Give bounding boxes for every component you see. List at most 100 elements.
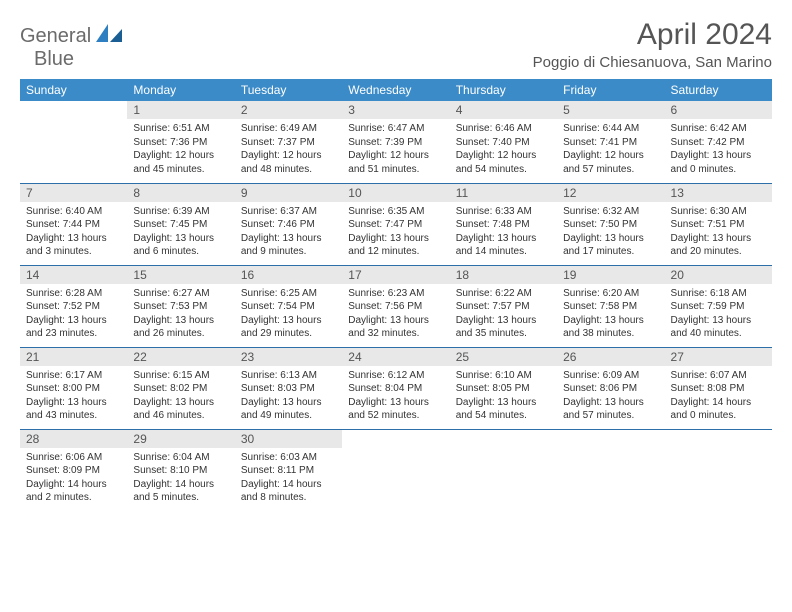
day-content: Sunrise: 6:47 AMSunset: 7:39 PMDaylight:…: [342, 119, 449, 178]
calendar-cell: 16Sunrise: 6:25 AMSunset: 7:54 PMDayligh…: [235, 265, 342, 347]
calendar-week-row: 1Sunrise: 6:51 AMSunset: 7:36 PMDaylight…: [20, 101, 772, 183]
title-block: April 2024 Poggio di Chiesanuova, San Ma…: [533, 18, 772, 71]
calendar-cell: 3Sunrise: 6:47 AMSunset: 7:39 PMDaylight…: [342, 101, 449, 183]
calendar-cell: 26Sunrise: 6:09 AMSunset: 8:06 PMDayligh…: [557, 347, 664, 429]
calendar-cell: 27Sunrise: 6:07 AMSunset: 8:08 PMDayligh…: [665, 347, 772, 429]
calendar-cell: [557, 429, 664, 511]
calendar-page: General Blue April 2024 Poggio di Chiesa…: [0, 0, 792, 529]
calendar-cell: 19Sunrise: 6:20 AMSunset: 7:58 PMDayligh…: [557, 265, 664, 347]
day-content: Sunrise: 6:07 AMSunset: 8:08 PMDaylight:…: [665, 366, 772, 425]
calendar-cell: 29Sunrise: 6:04 AMSunset: 8:10 PMDayligh…: [127, 429, 234, 511]
logo-line2: Blue: [34, 48, 74, 70]
calendar-cell: 7Sunrise: 6:40 AMSunset: 7:44 PMDaylight…: [20, 183, 127, 265]
calendar-cell: 8Sunrise: 6:39 AMSunset: 7:45 PMDaylight…: [127, 183, 234, 265]
day-number: 7: [20, 184, 127, 202]
calendar-cell: 22Sunrise: 6:15 AMSunset: 8:02 PMDayligh…: [127, 347, 234, 429]
calendar-cell: 18Sunrise: 6:22 AMSunset: 7:57 PMDayligh…: [450, 265, 557, 347]
day-header: Tuesday: [235, 79, 342, 101]
calendar-cell: 23Sunrise: 6:13 AMSunset: 8:03 PMDayligh…: [235, 347, 342, 429]
day-number: 9: [235, 184, 342, 202]
day-content: Sunrise: 6:12 AMSunset: 8:04 PMDaylight:…: [342, 366, 449, 425]
day-number: 14: [20, 266, 127, 284]
day-content: Sunrise: 6:13 AMSunset: 8:03 PMDaylight:…: [235, 366, 342, 425]
day-number: 16: [235, 266, 342, 284]
calendar-cell: [450, 429, 557, 511]
calendar-body: 1Sunrise: 6:51 AMSunset: 7:36 PMDaylight…: [20, 101, 772, 511]
day-content: Sunrise: 6:44 AMSunset: 7:41 PMDaylight:…: [557, 119, 664, 178]
day-number: 6: [665, 101, 772, 119]
day-content: Sunrise: 6:23 AMSunset: 7:56 PMDaylight:…: [342, 284, 449, 343]
day-content: Sunrise: 6:42 AMSunset: 7:42 PMDaylight:…: [665, 119, 772, 178]
day-number: 8: [127, 184, 234, 202]
calendar-cell: 4Sunrise: 6:46 AMSunset: 7:40 PMDaylight…: [450, 101, 557, 183]
day-header: Friday: [557, 79, 664, 101]
day-number: 27: [665, 348, 772, 366]
calendar-cell: 11Sunrise: 6:33 AMSunset: 7:48 PMDayligh…: [450, 183, 557, 265]
day-content: Sunrise: 6:51 AMSunset: 7:36 PMDaylight:…: [127, 119, 234, 178]
day-content: Sunrise: 6:35 AMSunset: 7:47 PMDaylight:…: [342, 202, 449, 261]
day-number: 29: [127, 430, 234, 448]
day-number: 30: [235, 430, 342, 448]
calendar-cell: 5Sunrise: 6:44 AMSunset: 7:41 PMDaylight…: [557, 101, 664, 183]
day-content: Sunrise: 6:20 AMSunset: 7:58 PMDaylight:…: [557, 284, 664, 343]
day-header: Thursday: [450, 79, 557, 101]
day-header-row: SundayMondayTuesdayWednesdayThursdayFrid…: [20, 79, 772, 101]
day-number: 10: [342, 184, 449, 202]
calendar-cell: 2Sunrise: 6:49 AMSunset: 7:37 PMDaylight…: [235, 101, 342, 183]
day-content: Sunrise: 6:40 AMSunset: 7:44 PMDaylight:…: [20, 202, 127, 261]
day-content: Sunrise: 6:28 AMSunset: 7:52 PMDaylight:…: [20, 284, 127, 343]
day-number: 12: [557, 184, 664, 202]
calendar-week-row: 28Sunrise: 6:06 AMSunset: 8:09 PMDayligh…: [20, 429, 772, 511]
day-number: 26: [557, 348, 664, 366]
day-number: 4: [450, 101, 557, 119]
day-number: 19: [557, 266, 664, 284]
calendar-cell: 15Sunrise: 6:27 AMSunset: 7:53 PMDayligh…: [127, 265, 234, 347]
day-number: 17: [342, 266, 449, 284]
day-number: 25: [450, 348, 557, 366]
day-number: 28: [20, 430, 127, 448]
calendar-cell: 6Sunrise: 6:42 AMSunset: 7:42 PMDaylight…: [665, 101, 772, 183]
month-title: April 2024: [533, 18, 772, 52]
calendar-cell: 28Sunrise: 6:06 AMSunset: 8:09 PMDayligh…: [20, 429, 127, 511]
day-number: 13: [665, 184, 772, 202]
day-content: Sunrise: 6:32 AMSunset: 7:50 PMDaylight:…: [557, 202, 664, 261]
calendar-cell: 30Sunrise: 6:03 AMSunset: 8:11 PMDayligh…: [235, 429, 342, 511]
calendar-cell: 25Sunrise: 6:10 AMSunset: 8:05 PMDayligh…: [450, 347, 557, 429]
calendar-cell: 17Sunrise: 6:23 AMSunset: 7:56 PMDayligh…: [342, 265, 449, 347]
calendar-cell: [20, 101, 127, 183]
day-number: 3: [342, 101, 449, 119]
day-content: Sunrise: 6:03 AMSunset: 8:11 PMDaylight:…: [235, 448, 342, 507]
calendar-week-row: 21Sunrise: 6:17 AMSunset: 8:00 PMDayligh…: [20, 347, 772, 429]
day-content: Sunrise: 6:17 AMSunset: 8:00 PMDaylight:…: [20, 366, 127, 425]
calendar-cell: 1Sunrise: 6:51 AMSunset: 7:36 PMDaylight…: [127, 101, 234, 183]
logo-sail-icon: [96, 24, 122, 42]
day-content: Sunrise: 6:06 AMSunset: 8:09 PMDaylight:…: [20, 448, 127, 507]
day-content: Sunrise: 6:46 AMSunset: 7:40 PMDaylight:…: [450, 119, 557, 178]
calendar-cell: [342, 429, 449, 511]
calendar-cell: [665, 429, 772, 511]
calendar-cell: 13Sunrise: 6:30 AMSunset: 7:51 PMDayligh…: [665, 183, 772, 265]
day-content: Sunrise: 6:04 AMSunset: 8:10 PMDaylight:…: [127, 448, 234, 507]
day-number: 1: [127, 101, 234, 119]
day-content: Sunrise: 6:22 AMSunset: 7:57 PMDaylight:…: [450, 284, 557, 343]
calendar-cell: 21Sunrise: 6:17 AMSunset: 8:00 PMDayligh…: [20, 347, 127, 429]
day-content: Sunrise: 6:30 AMSunset: 7:51 PMDaylight:…: [665, 202, 772, 261]
day-number: 11: [450, 184, 557, 202]
day-content: Sunrise: 6:39 AMSunset: 7:45 PMDaylight:…: [127, 202, 234, 261]
day-content: Sunrise: 6:18 AMSunset: 7:59 PMDaylight:…: [665, 284, 772, 343]
day-header: Sunday: [20, 79, 127, 101]
day-header: Wednesday: [342, 79, 449, 101]
day-number: 15: [127, 266, 234, 284]
calendar-cell: 20Sunrise: 6:18 AMSunset: 7:59 PMDayligh…: [665, 265, 772, 347]
day-header: Saturday: [665, 79, 772, 101]
day-content: Sunrise: 6:09 AMSunset: 8:06 PMDaylight:…: [557, 366, 664, 425]
day-header: Monday: [127, 79, 234, 101]
day-number: 23: [235, 348, 342, 366]
logo-text-block: General Blue: [20, 24, 122, 71]
day-number: 24: [342, 348, 449, 366]
day-number: 18: [450, 266, 557, 284]
calendar-cell: 12Sunrise: 6:32 AMSunset: 7:50 PMDayligh…: [557, 183, 664, 265]
day-number: 22: [127, 348, 234, 366]
day-number: 21: [20, 348, 127, 366]
day-content: Sunrise: 6:49 AMSunset: 7:37 PMDaylight:…: [235, 119, 342, 178]
